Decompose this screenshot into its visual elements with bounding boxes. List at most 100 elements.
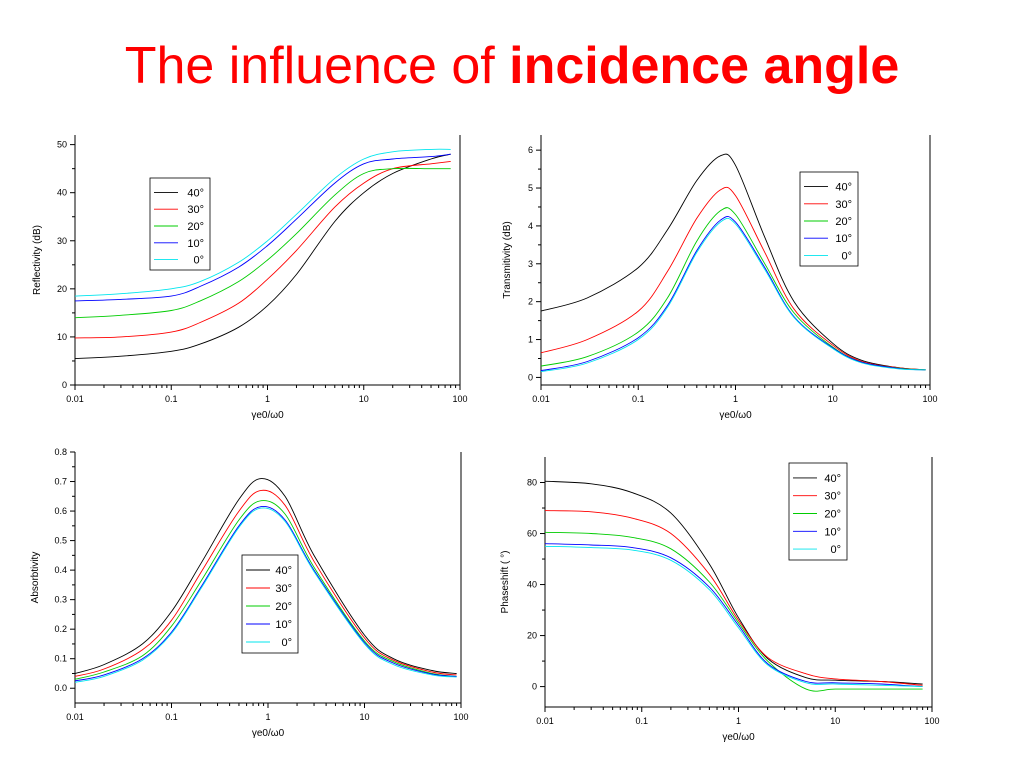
series-line-20deg (540, 207, 926, 371)
y-tick-label: 0 (532, 682, 537, 692)
series-line-10deg (74, 153, 451, 302)
legend-label: 10° (835, 233, 852, 245)
legend-label: 40° (835, 182, 852, 194)
x-tick-label: 10 (359, 394, 369, 404)
legend-box (799, 171, 859, 267)
y-tick-label: 0.8 (54, 447, 67, 457)
legend-label: 10° (187, 238, 204, 250)
y-tick-label: 3 (528, 259, 533, 269)
x-axis-label: γe0/ω0 (251, 410, 284, 421)
y-tick-label: 0.3 (54, 595, 67, 605)
legend-label: 0° (830, 544, 841, 556)
legend-label: 0° (841, 250, 852, 262)
legend-box (788, 462, 848, 561)
legend-label: 40° (824, 473, 841, 485)
series-line-40deg (540, 153, 926, 371)
legend: 40° 30° 20° 10° 0° (241, 554, 299, 654)
series-line-40deg (74, 153, 451, 360)
y-tick-label: 40 (57, 188, 67, 198)
series-line-20deg (74, 167, 451, 319)
title-emphasis: incidence angle (509, 37, 900, 95)
x-tick-label: 10 (830, 716, 840, 726)
x-tick-label: 1 (265, 394, 270, 404)
legend-label: 40° (275, 565, 292, 577)
x-tick-label: 100 (922, 394, 937, 404)
x-tick-label: 0.1 (165, 712, 178, 722)
legend-label: 30° (824, 491, 841, 503)
series-line-10deg (544, 543, 923, 688)
series-line-30deg (544, 510, 923, 686)
y-tick-label: 0.1 (54, 654, 67, 664)
legend-label: 0° (193, 255, 204, 267)
series-line-30deg (74, 489, 457, 677)
x-tick-label: 100 (924, 716, 939, 726)
title-prefix: The influence of (124, 37, 510, 95)
x-axis-label: γe0/ω0 (252, 728, 285, 739)
y-tick-label: 0.7 (54, 477, 67, 487)
series-line-30deg (540, 186, 926, 371)
x-axis-label: γe0/ω0 (719, 410, 752, 421)
x-tick-label: 0.01 (532, 394, 550, 404)
y-tick-label: 30 (57, 236, 67, 246)
legend-label: 0° (281, 637, 292, 649)
series-line-20deg (74, 500, 457, 680)
y-tick-label: 4 (528, 221, 533, 231)
y-tick-label: 0 (62, 380, 67, 390)
slide-title: The influence of incidence angle (0, 40, 1024, 92)
series-line-10deg (74, 506, 457, 682)
x-tick-label: 1 (265, 712, 270, 722)
y-axis-label: Absorbtivity (30, 552, 41, 604)
x-tick-label: 1 (736, 716, 741, 726)
series-line-30deg (74, 160, 451, 339)
y-tick-label: 10 (57, 332, 67, 342)
legend: 40° 30° 20° 10° 0° (799, 171, 859, 267)
y-tick-label: 0.2 (54, 624, 67, 634)
x-tick-label: 0.1 (165, 394, 178, 404)
series-line-10deg (540, 215, 926, 372)
x-tick-label: 0.1 (635, 716, 648, 726)
y-tick-label: 5 (528, 183, 533, 193)
y-tick-label: 1 (528, 335, 533, 345)
legend: 40° 30° 20° 10° 0° (788, 462, 848, 561)
y-tick-label: 6 (528, 145, 533, 155)
y-tick-label: 0.0 (54, 683, 67, 693)
legend-label: 30° (835, 199, 852, 211)
x-tick-label: 0.1 (632, 394, 645, 404)
legend-label: 20° (835, 216, 852, 228)
legend-label: 10° (824, 526, 841, 538)
legend-box (241, 554, 299, 654)
x-tick-label: 1 (733, 394, 738, 404)
series-line-20deg (544, 531, 923, 692)
legend-label: 40° (187, 187, 204, 199)
legend-label: 20° (187, 221, 204, 233)
y-tick-label: 20 (527, 631, 537, 641)
y-axis-label: Transmitivity (dB) (502, 221, 513, 298)
y-tick-label: 80 (527, 478, 537, 488)
series-line-40deg (544, 480, 923, 685)
legend-label: 30° (187, 204, 204, 216)
legend-box (149, 177, 211, 271)
legend-label: 20° (275, 601, 292, 613)
y-tick-label: 60 (527, 529, 537, 539)
legend-label: 20° (824, 509, 841, 521)
x-tick-label: 0.01 (66, 712, 84, 722)
legend-label: 30° (275, 583, 292, 595)
series-line-0deg (540, 217, 926, 373)
y-axis-label: Phaseshift ( °) (500, 551, 511, 614)
y-tick-label: 0.5 (54, 536, 67, 546)
y-tick-label: 40 (527, 580, 537, 590)
legend: 40° 30° 20° 10° 0° (149, 177, 211, 271)
y-axis-label: Reflectivity (dB) (32, 225, 43, 295)
x-axis-label: γe0/ω0 (722, 732, 755, 743)
x-tick-label: 0.01 (536, 716, 554, 726)
series-line-40deg (74, 478, 457, 674)
x-tick-label: 10 (828, 394, 838, 404)
legend-label: 10° (275, 619, 292, 631)
x-tick-label: 10 (359, 712, 369, 722)
y-tick-label: 50 (57, 140, 67, 150)
y-tick-label: 20 (57, 284, 67, 294)
y-tick-label: 2 (528, 297, 533, 307)
